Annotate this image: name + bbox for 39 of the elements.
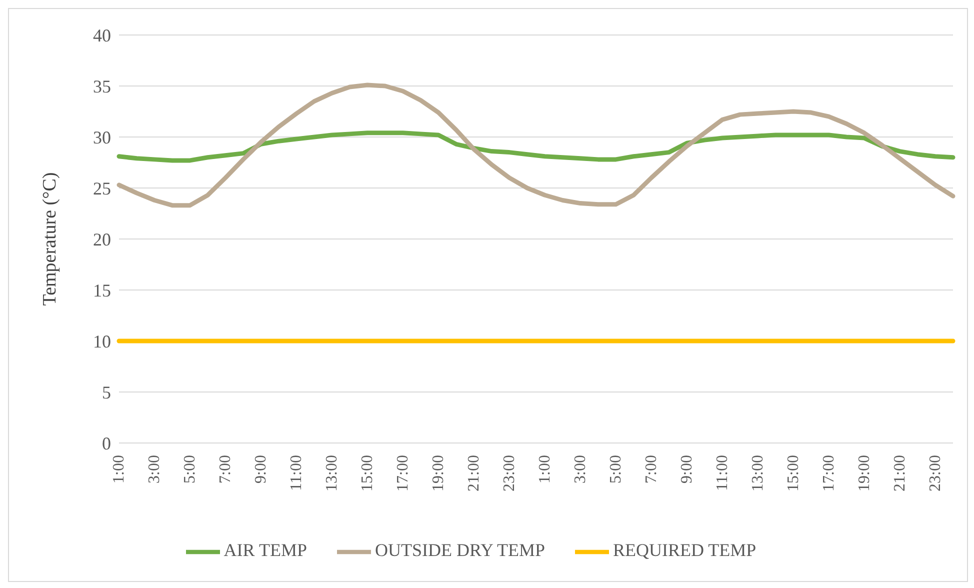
x-tick-label: 23:00	[500, 455, 518, 492]
x-tick-label: 13:00	[323, 455, 340, 492]
x-tick-label: 15:00	[358, 455, 376, 492]
legend-label: AIR TEMP	[224, 540, 307, 560]
y-tick-label: 25	[93, 178, 111, 198]
y-tick-label: 5	[102, 382, 111, 402]
x-tick-label: 15:00	[784, 455, 802, 492]
y-tick-label: 20	[93, 229, 111, 250]
x-tick-label: 3:00	[146, 455, 163, 484]
legend-label: OUTSIDE DRY TEMP	[374, 540, 545, 560]
x-tick-label: 11:00	[714, 455, 731, 491]
y-tick-label: 30	[93, 127, 111, 148]
x-tick-label: 1:00	[110, 455, 128, 484]
y-tick-label: 10	[93, 331, 111, 352]
x-tick-label: 21:00	[891, 455, 908, 492]
line-series	[116, 82, 956, 208]
y-tick-label: 35	[93, 76, 111, 96]
x-tick-label: 9:00	[252, 455, 270, 484]
x-tick-label: 19:00	[430, 455, 447, 492]
x-tick-label: 11:00	[288, 455, 305, 491]
x-tick-label: 5:00	[607, 455, 624, 484]
y-tick-label: 15	[93, 280, 111, 300]
x-tick-label: 19:00	[856, 455, 873, 492]
x-tick-label: 7:00	[216, 455, 234, 484]
x-tick-label: 5:00	[181, 455, 198, 484]
x-tick-label: 7:00	[642, 455, 660, 484]
x-tick-label: 21:00	[465, 455, 482, 492]
x-tick-label: 17:00	[820, 455, 838, 492]
y-tick-label: 40	[93, 25, 111, 46]
x-tick-label: 1:00	[536, 455, 554, 484]
y-axis-title: Temperature (°C)	[40, 172, 61, 306]
line-series	[116, 130, 956, 163]
x-tick-label: 9:00	[678, 455, 696, 484]
x-tick-label: 3:00	[572, 455, 589, 484]
x-tick-label: 23:00	[926, 455, 944, 492]
legend-label: REQUIRED TEMP	[613, 540, 756, 560]
x-tick-label: 13:00	[749, 455, 766, 492]
x-tick-label: 17:00	[394, 455, 412, 492]
y-tick-label: 0	[102, 433, 111, 454]
